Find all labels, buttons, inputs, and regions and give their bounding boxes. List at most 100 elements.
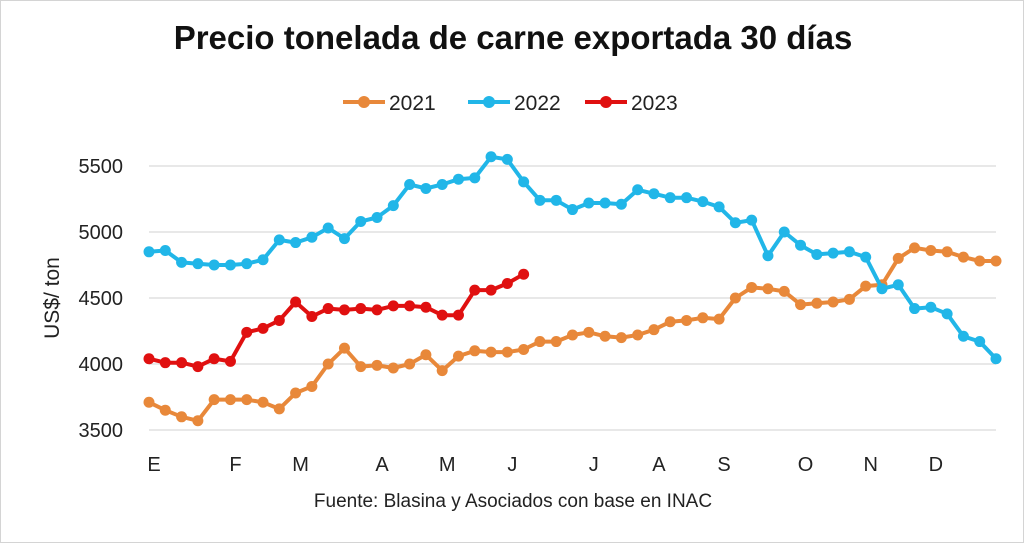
data-point <box>485 284 497 296</box>
data-point <box>795 239 807 251</box>
y-tick-label: 4000 <box>79 354 124 376</box>
data-point <box>338 304 350 316</box>
data-point <box>664 316 676 328</box>
data-point <box>697 196 709 208</box>
data-point <box>452 309 464 321</box>
data-point <box>322 303 334 315</box>
data-point <box>338 233 350 245</box>
data-point <box>290 387 302 399</box>
data-point <box>811 297 823 309</box>
data-point <box>371 359 383 371</box>
x-tick-label: S <box>717 454 730 476</box>
data-point <box>306 310 318 322</box>
data-point <box>599 330 611 342</box>
data-point <box>795 299 807 311</box>
data-point <box>811 248 823 260</box>
x-tick-label: N <box>863 454 877 476</box>
y-axis-label: US$/ ton <box>41 257 64 339</box>
data-point <box>404 358 416 370</box>
legend-marker <box>483 96 495 108</box>
chart-title: Precio tonelada de carne exportada 30 dí… <box>173 19 853 56</box>
data-point <box>452 173 464 185</box>
y-axis: 3500 4000 4500 5000 5500 <box>79 156 124 442</box>
data-point <box>941 308 953 320</box>
data-point <box>860 251 872 263</box>
legend-item-2023: 2023 <box>585 92 678 115</box>
data-point <box>843 293 855 305</box>
data-point <box>452 350 464 362</box>
data-point <box>974 255 986 267</box>
data-point <box>990 255 1002 267</box>
data-point <box>550 194 562 206</box>
data-point <box>290 296 302 308</box>
data-point <box>648 188 660 200</box>
y-tick-label: 4500 <box>79 288 124 310</box>
data-point <box>224 355 236 367</box>
data-point <box>143 353 155 365</box>
data-point <box>746 214 758 226</box>
y-tick-label: 3500 <box>79 420 124 442</box>
data-point <box>729 292 741 304</box>
y-tick-label: 5500 <box>79 156 124 178</box>
series-2022 <box>143 151 1002 365</box>
data-point <box>290 237 302 249</box>
series-group <box>143 151 1002 427</box>
x-tick-label: E <box>147 454 160 476</box>
data-point <box>713 201 725 213</box>
data-point <box>224 259 236 271</box>
data-point <box>762 283 774 295</box>
data-point <box>241 326 253 338</box>
data-point <box>355 215 367 227</box>
data-point <box>957 330 969 342</box>
data-point <box>420 182 432 194</box>
data-point <box>583 197 595 209</box>
data-point <box>501 346 513 358</box>
data-point <box>387 200 399 212</box>
data-point <box>860 280 872 292</box>
data-point <box>567 329 578 341</box>
data-point <box>762 250 774 262</box>
data-point <box>241 394 253 406</box>
data-point <box>143 246 155 258</box>
data-point <box>567 204 578 216</box>
data-point <box>501 153 513 165</box>
data-point <box>892 279 904 291</box>
legend-marker <box>600 96 612 108</box>
x-tick-label: M <box>292 454 309 476</box>
data-point <box>273 314 285 326</box>
data-point <box>892 252 904 264</box>
legend-label: 2021 <box>389 92 436 115</box>
x-tick-label: J <box>507 454 517 476</box>
data-point <box>436 365 448 377</box>
legend-label: 2023 <box>631 92 678 115</box>
x-tick-label: M <box>439 454 456 476</box>
data-point <box>729 217 741 229</box>
series-2023 <box>143 268 530 373</box>
source-note: Fuente: Blasina y Asociados con base en … <box>313 491 713 512</box>
data-point <box>746 281 758 293</box>
data-point <box>355 361 367 373</box>
data-point <box>909 242 921 254</box>
data-point <box>534 336 546 348</box>
y-tick-label: 5000 <box>79 222 124 244</box>
data-point <box>469 345 481 357</box>
data-point <box>469 284 481 296</box>
data-point <box>843 246 855 258</box>
legend-item-2022: 2022 <box>468 92 561 115</box>
data-point <box>615 198 627 210</box>
data-point <box>469 172 481 184</box>
data-point <box>257 322 269 334</box>
data-point <box>778 226 790 238</box>
data-point <box>355 303 367 315</box>
data-point <box>713 313 725 325</box>
data-point <box>273 234 285 246</box>
data-point <box>208 353 220 365</box>
data-point <box>241 258 253 270</box>
legend-marker <box>358 96 370 108</box>
data-point <box>485 151 497 163</box>
data-point <box>436 309 448 321</box>
data-point <box>224 394 236 406</box>
data-point <box>876 283 888 295</box>
